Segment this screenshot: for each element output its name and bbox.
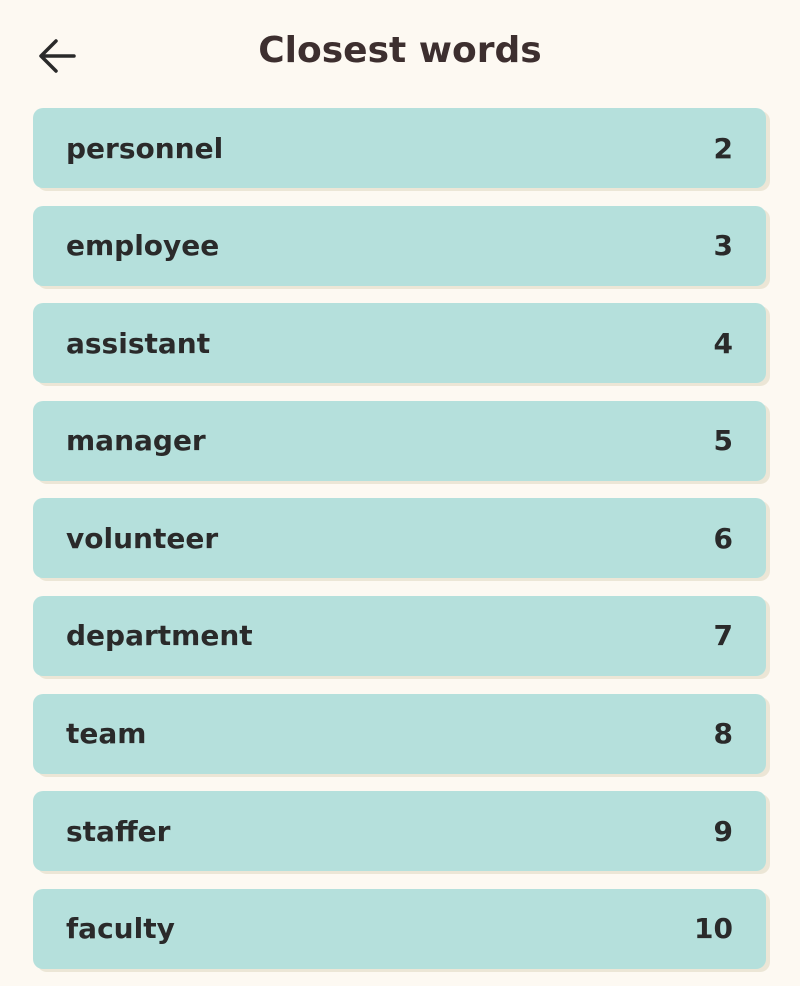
rank: 10 — [694, 912, 733, 946]
word: personnel — [66, 131, 224, 165]
word: manager — [66, 424, 206, 458]
rank: 9 — [713, 814, 733, 848]
word-row[interactable]: department 7 — [33, 595, 766, 676]
rank: 5 — [713, 424, 733, 458]
title: Closest words — [258, 30, 542, 71]
rank: 8 — [713, 717, 733, 751]
word: volunteer — [66, 521, 219, 555]
word-row[interactable]: volunteer 6 — [33, 498, 766, 579]
word: assistant — [66, 326, 211, 360]
word: employee — [66, 229, 220, 263]
word-row[interactable]: personnel 2 — [33, 108, 766, 188]
back-button[interactable] — [38, 38, 76, 74]
word-row[interactable]: assistant 4 — [33, 303, 766, 384]
word: staffer — [66, 814, 171, 848]
header: Closest words — [0, 0, 800, 108]
rank: 7 — [713, 619, 733, 653]
word: department — [66, 619, 253, 653]
word-row[interactable]: employee 3 — [33, 205, 766, 286]
rank: 2 — [713, 131, 733, 165]
rank: 6 — [713, 521, 733, 555]
word-row[interactable]: manager 5 — [33, 400, 766, 481]
word-row[interactable]: team 8 — [33, 693, 766, 774]
word: faculty — [66, 912, 175, 946]
word: team — [66, 717, 147, 751]
word-row[interactable]: staffer 9 — [33, 791, 766, 872]
word-list: personnel 2 employee 3 assistant 4 manager 5 vol… — [33, 108, 766, 986]
rank: 3 — [713, 229, 733, 263]
rank: 4 — [713, 326, 733, 360]
word-row[interactable]: faculty 10 — [33, 888, 766, 969]
